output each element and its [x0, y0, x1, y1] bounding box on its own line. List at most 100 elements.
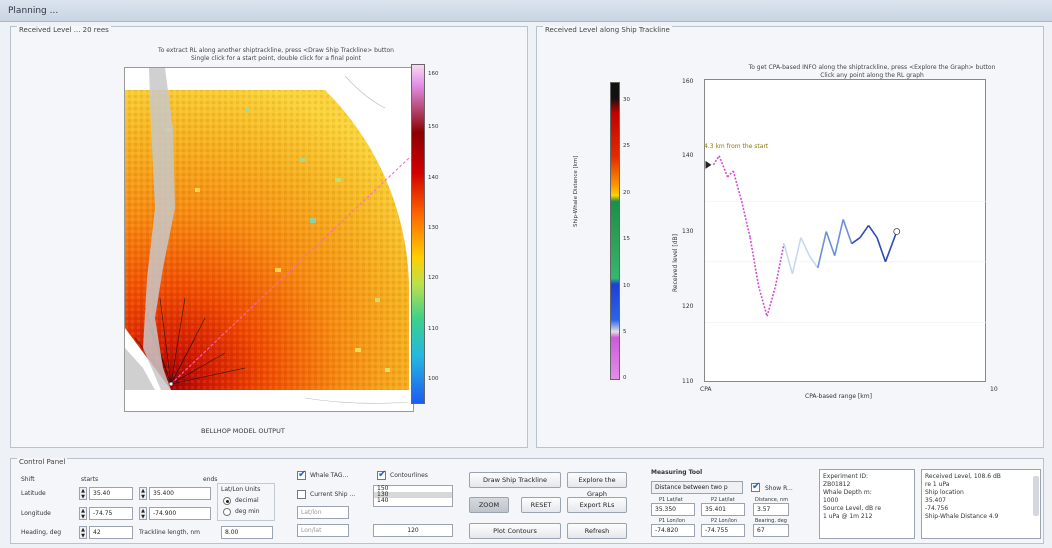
draw-trackline-button[interactable]: Draw Ship Trackline — [469, 472, 561, 488]
rl-line-segment[interactable] — [712, 155, 720, 166]
whale-latlon-field[interactable]: Lat/lon — [297, 506, 349, 519]
info-scrollbar[interactable] — [1033, 476, 1039, 516]
bearing-field[interactable]: 67 — [753, 524, 789, 537]
rl-line-segment[interactable] — [800, 237, 811, 257]
rl-line-segment[interactable] — [783, 243, 794, 275]
explore-graph-button[interactable]: Explore the Graph — [567, 472, 627, 498]
colorbar-tick: 160 — [428, 71, 439, 77]
lon-end-spinner[interactable]: ▲ ▼ — [139, 507, 147, 520]
distance-label: Distance, nm — [755, 497, 789, 503]
distance-colorbar — [610, 82, 620, 380]
longitude-label: Longitude — [21, 510, 51, 517]
show-r-checkbox[interactable] — [751, 481, 760, 492]
p1-lat-field[interactable]: 35.350 — [651, 503, 695, 516]
p1-lon-field[interactable]: -74.820 — [651, 524, 695, 537]
measure-mode-select[interactable]: Distance between two p — [651, 481, 743, 494]
map-panel-title: Received Level ... 20 rees — [17, 26, 111, 34]
distance-tick: 20 — [623, 190, 630, 196]
zoom-button[interactable]: ZOOM — [469, 497, 509, 513]
rl-line-segment[interactable] — [808, 255, 819, 269]
rl-ytick: 160 — [682, 78, 694, 85]
colorbar-tick: 120 — [428, 275, 439, 281]
rl-line-segment[interactable] — [757, 285, 768, 317]
rl-line-segment[interactable] — [833, 219, 844, 256]
starts-label: starts — [81, 476, 99, 483]
whale-tag-checkbox[interactable] — [297, 469, 306, 480]
received-level-map[interactable] — [124, 67, 414, 412]
lon-start-field[interactable]: -74.75 — [89, 507, 133, 520]
lon-start-spinner[interactable]: ▲ ▼ — [79, 507, 87, 520]
refresh-button[interactable]: Refresh — [567, 523, 627, 539]
contour-level-item[interactable]: 140 — [377, 497, 389, 504]
rl-line-segment[interactable] — [884, 231, 898, 263]
rl-chart-svg[interactable] — [705, 80, 987, 383]
received-level-heatmap[interactable] — [125, 68, 414, 412]
unit-decimal-radio[interactable] — [223, 497, 231, 505]
rl-line-segment[interactable] — [817, 231, 828, 269]
rl-line-segment[interactable] — [867, 224, 878, 239]
lat-start-field[interactable]: 35.40 — [89, 487, 133, 500]
rl-end-marker[interactable] — [893, 228, 901, 235]
rl-line-segment[interactable] — [851, 236, 861, 245]
contour-levels-list[interactable]: 150 130 140 — [373, 485, 453, 507]
p2-lon-field[interactable]: -74.755 — [701, 524, 745, 537]
rl-line-segment[interactable] — [749, 237, 760, 287]
info-line: Whale Depth m: — [823, 489, 872, 496]
heading-field[interactable]: 42 — [89, 526, 133, 539]
info-line: Ship location — [925, 489, 964, 496]
lon-end-field[interactable]: -74.900 — [149, 507, 211, 520]
experiment-info-box: Experiment ID: ZB01812 Whale Depth m: 10… — [819, 469, 915, 539]
lat-lon-units-group — [217, 483, 275, 521]
rl-chart-xlabel: CPA-based range [km] — [805, 393, 872, 400]
rl-line-segment[interactable] — [726, 170, 734, 178]
control-panel-title: Control Panel — [17, 458, 68, 466]
rl-line-segment[interactable] — [859, 224, 870, 239]
received-level-info-box: Received Level, 108.6 dB re 1 uPa Ship l… — [921, 469, 1041, 539]
trackline-length-label: Trackline length, nm — [139, 529, 201, 536]
rl-line-segment[interactable] — [766, 285, 777, 317]
contour-level-item[interactable]: 150 — [377, 485, 389, 492]
distance-tick: 15 — [623, 236, 630, 242]
contour-value-field[interactable]: 120 — [373, 524, 453, 537]
distance-field[interactable]: 3.57 — [753, 503, 789, 516]
rl-line-segment[interactable] — [791, 237, 802, 275]
model-output-label: BELLHOP MODEL OUTPUT — [201, 427, 285, 435]
rl-line-segment[interactable] — [842, 219, 853, 244]
colorbar-tick: 150 — [428, 124, 439, 130]
trackline-length-field[interactable]: 8.00 — [221, 526, 273, 539]
rl-trackline-chart[interactable] — [704, 79, 987, 383]
heading-spinner[interactable]: ▲ ▼ — [79, 526, 87, 539]
plot-contours-button[interactable]: Plot Contours — [469, 523, 561, 539]
reset-button[interactable]: RESET — [521, 497, 561, 513]
rl-line-segment[interactable] — [740, 201, 751, 238]
show-r-label: Show R... — [765, 485, 793, 492]
contour-level-item[interactable]: 130 — [374, 492, 452, 498]
info-line: ZB01812 — [823, 481, 851, 488]
ends-label: ends — [203, 476, 218, 483]
shift-label: Shift — [21, 476, 35, 483]
whale-lonlat-field[interactable]: Lon/lat — [297, 524, 349, 537]
lat-end-spinner[interactable]: ▲ ▼ — [139, 487, 147, 500]
bearing-label: Bearing, deg — [755, 518, 787, 524]
p2-lon-label: P2 Lon/lon — [711, 518, 738, 524]
unit-degmin-radio[interactable] — [223, 508, 231, 516]
info-line: -74.756 — [925, 505, 949, 512]
info-line: 1000 — [823, 497, 839, 504]
p2-lat-label: P2 Lat/lat — [711, 497, 735, 503]
rl-line-segment[interactable] — [732, 170, 743, 202]
current-ship-checkbox[interactable] — [297, 490, 306, 499]
rl-line-segment[interactable] — [718, 155, 729, 178]
lat-end-field[interactable]: 35.400 — [149, 487, 211, 500]
lat-start-spinner[interactable]: ▲ ▼ — [79, 487, 87, 500]
contourlines-checkbox[interactable] — [377, 469, 386, 480]
p1-lon-label: P1 Lon/lon — [659, 518, 686, 524]
whale-tag-label: Whale TAG... — [310, 472, 349, 479]
p2-lat-field[interactable]: 35.401 — [701, 503, 745, 516]
distance-tick: 10 — [623, 283, 630, 289]
rl-line-segment[interactable] — [774, 243, 785, 287]
export-rls-button[interactable]: Export RLs — [567, 497, 627, 513]
rl-line-segment[interactable] — [876, 237, 887, 263]
rl-line-segment[interactable] — [825, 231, 836, 257]
distance-tick: 5 — [623, 329, 627, 335]
